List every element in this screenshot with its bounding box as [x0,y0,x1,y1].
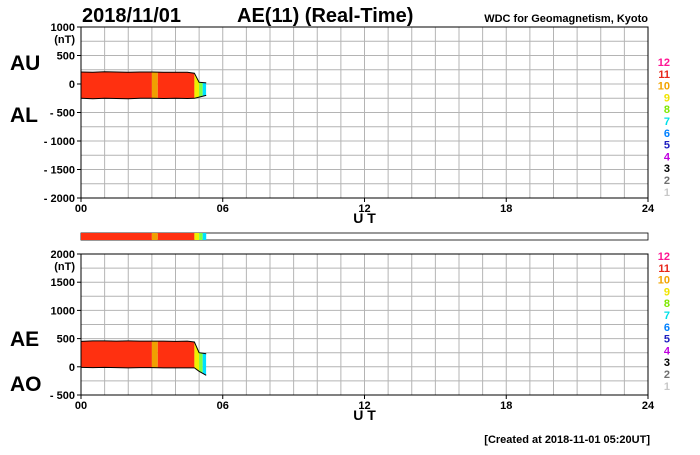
legend-item-1: 1 [664,187,670,199]
ae-ao-area-segment [202,340,207,376]
legend-item-12: 12 [658,57,670,69]
au-al-unit-label: (nT) [54,34,75,46]
au-al-y-tick-label: - 1000 [44,136,75,148]
au-al-y-tick-label: - 500 [50,108,75,120]
ae-ao-y-tick-label: 2000 [51,249,75,261]
au-al-x-tick-label: 00 [75,203,87,215]
au-al-area-segment [202,71,207,99]
legend-item-7: 7 [664,116,670,128]
au-al-y-tick-label: 0 [69,79,75,91]
legend-item-8: 8 [664,298,670,310]
ao-line [80,366,207,376]
ae-ao-unit-label: (nT) [54,261,75,273]
legend-item-5: 5 [664,140,670,152]
legend-item-7: 7 [664,310,670,322]
au-al-x-tick-label: 18 [500,203,512,215]
station-bar-segment [81,233,152,240]
ae-ao-x-axis-label: U T [353,407,376,423]
plot-title: AE(11) (Real-Time) [237,5,413,27]
legend-item-12: 12 [658,251,670,263]
legend-item-2: 2 [664,369,670,381]
ae-ao-y-tick-label: 500 [57,334,75,346]
station-count-bar [80,232,649,241]
legend-item-1: 1 [664,381,670,393]
au-al-x-tick-label: 12 [358,203,370,215]
au-al-area-segment [157,71,195,99]
station-bar-segment [199,233,203,240]
ae-line [80,340,207,355]
au-al-y-tick-label: 1000 [51,22,75,34]
station-bar-segment [194,233,200,240]
station-bar-segment [202,233,207,240]
station-bar-segment [157,233,195,240]
legend-item-9: 9 [664,286,670,298]
au-series-label: AU [10,52,40,75]
legend-item-11: 11 [658,263,670,275]
legend-item-3: 3 [664,163,670,175]
ae-ao-x-tick-label: 00 [75,400,87,412]
ae-ao-area-segment [199,340,203,376]
au-al-area-segment [81,71,152,99]
ae-ao-y-tick-label: - 500 [50,390,75,402]
ae-series-label: AE [10,328,39,351]
au-al-x-tick-label: 06 [217,203,229,215]
plot-source: WDC for Geomagnetism, Kyoto [484,13,648,25]
ae-ao-area-segment [194,340,200,376]
station-bar-segment [151,233,158,240]
legend-item-10: 10 [658,275,670,287]
legend-item-3: 3 [664,357,670,369]
legend-item-2: 2 [664,175,670,187]
footer-created: [Created at 2018-11-01 05:20UT] [484,434,650,446]
legend-item-6: 6 [664,322,670,334]
au-al-y-tick-label: 500 [57,51,75,63]
legend-item-5: 5 [664,334,670,346]
legend-item-4: 4 [664,151,671,163]
ae-ao-y-tick-label: 1500 [51,277,75,289]
legend-item-11: 11 [658,69,670,81]
legend-item-4: 4 [664,345,671,357]
au-al-y-tick-label: - 1500 [44,165,75,177]
au-al-panel: 1000 500 0 - 500 - 1000 - 1500 - 2000 (nT) 00 06 1… [44,22,655,226]
au-al-area-segment [194,71,200,99]
au-al-y-tick-label: - 2000 [44,193,75,205]
ae-ao-x-tick-label: 06 [217,400,229,412]
au-line [80,71,207,84]
ae-ao-x-tick-label: 18 [500,400,512,412]
al-series-label: AL [10,104,38,127]
legend-item-6: 6 [664,128,670,140]
au-al-area-segment [151,71,158,99]
al-line [80,94,207,100]
plot-date: 2018/11/01 [82,5,181,27]
ae-ao-y-tick-label: 0 [69,362,75,374]
ae-ao-x-tick-label: 24 [642,400,655,412]
ae-ao-area-segment [151,340,158,376]
ao-series-label: AO [10,373,42,396]
ae-ao-y-tick-label: 1000 [51,305,75,317]
legend-item-10: 10 [658,81,670,93]
au-al-x-tick-label: 24 [642,203,655,215]
ae-ao-x-tick-label: 12 [358,400,370,412]
au-al-area-segment [199,71,203,99]
ae-ao-panel: 2000 1500 1000 500 0 - 500 (nT) 00 06 12 18 24 U T [50,249,655,423]
legend-item-8: 8 [664,104,670,116]
au-al-x-axis-label: U T [353,210,376,226]
legend-item-9: 9 [664,92,670,104]
